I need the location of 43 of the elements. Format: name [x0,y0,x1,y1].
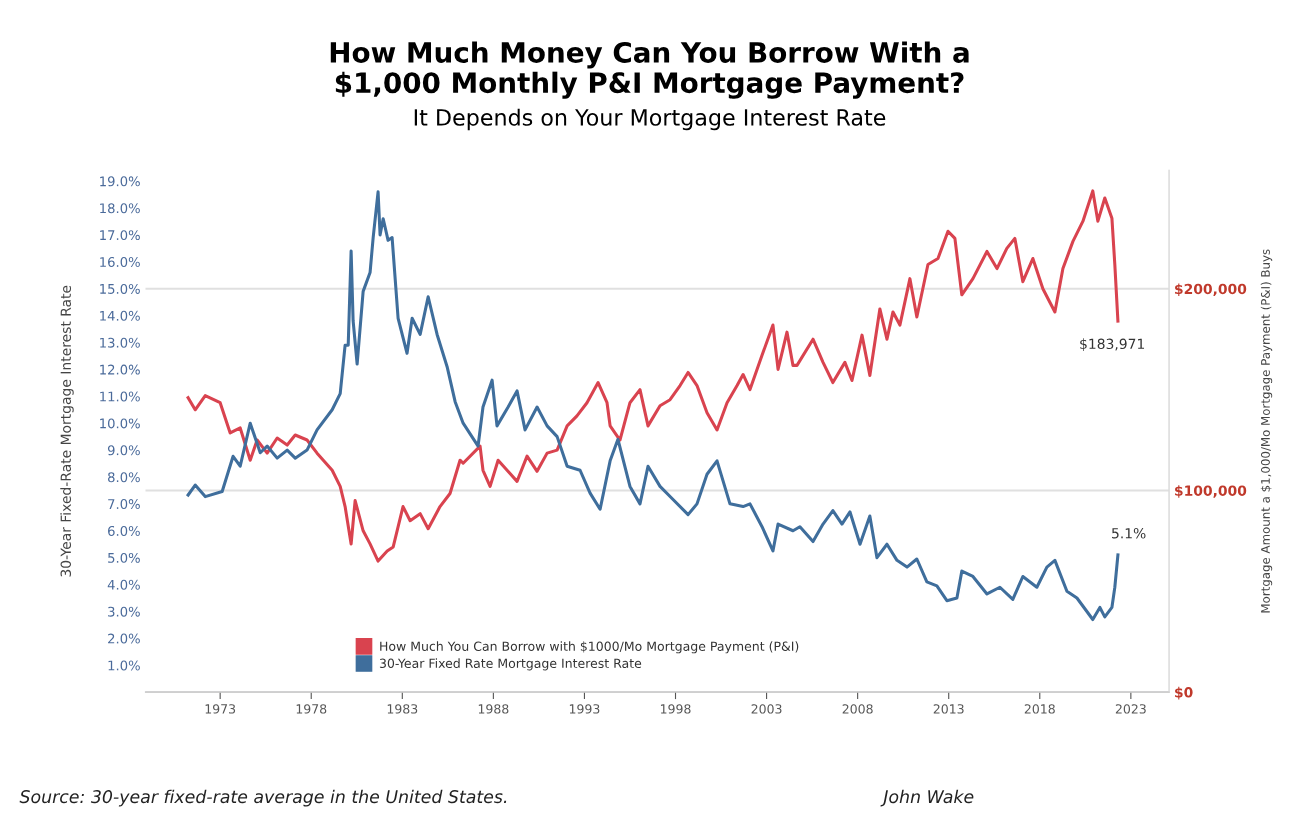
x-tick-label: 2013 [933,704,964,714]
y-tick-label: 5.0% [108,552,140,563]
source-note: Source: 30-year fixed-rate average in the United States. [19,789,507,807]
x-tick-label: 1973 [205,704,236,714]
x-tick-label: 1993 [569,704,600,714]
x-tick-label: 2018 [1024,704,1055,714]
y-tick-label: 7.0% [108,499,140,510]
x-tick-label: 2008 [842,704,873,714]
y-tick-label: 12.0% [100,364,140,375]
x-tick-label: 1983 [387,704,418,714]
y-tick-label: 2.0% [108,633,140,644]
y-axis-title: 30-Year Fixed-Rate Mortgage Interest Rate [60,285,74,577]
y-tick-label: 18.0% [100,203,140,214]
y2-tick-label: $200,000 [1175,283,1247,297]
x-tick-label: 1978 [296,704,327,714]
y-tick-label: 16.0% [100,257,140,268]
x-tick-label: 1988 [478,704,509,714]
annotation: 5.1% [1112,528,1146,539]
y-tick-label: 8.0% [108,472,140,483]
annotation: $183,971 [1080,338,1145,351]
y2-tick-label: $100,000 [1175,485,1247,498]
y-tick-label: 9.0% [107,445,140,456]
x-tick-label: 2003 [751,704,782,714]
legend-label: 30-Year Fixed Rate Mortgage Interest Rate [379,658,642,671]
y-tick-label: 10.0% [100,418,140,429]
y-tick-label: 6.0% [108,525,140,536]
x-tick-label: 1998 [660,704,691,714]
y-tick-label: 13.0% [100,337,140,348]
legend-label: How Much You Can Borrow with $1000/Mo Mortgage Payment (P&I) [380,641,799,654]
y-tick-label: 15.0% [100,283,140,294]
chart-subtitle: It Depends on Your Mortgage Interest Rate [414,108,886,131]
y-tick-label: 14.0% [100,310,140,321]
text: John Wake [880,789,974,807]
y-tick-label: 1.0% [108,660,140,671]
y-tick-label: 17.0% [100,230,140,241]
y-tick-label: 3.0% [108,606,140,617]
y-tick-label: 11.0% [100,391,140,402]
y-tick-label: 4.0% [107,579,140,590]
y2-axis-title: Mortgage Amount a $1,000/Mo Mortgage Payment (P&I) Buys [1260,249,1273,613]
x-tick-label: 2023 [1115,704,1146,714]
chart-title: How Much Money Can You Borrow With a $1,000 Monthly P&I Mortgage Payment? [330,41,969,99]
y2-tick-label: $0 [1175,686,1193,700]
y-tick-label: 19.0% [100,176,140,187]
